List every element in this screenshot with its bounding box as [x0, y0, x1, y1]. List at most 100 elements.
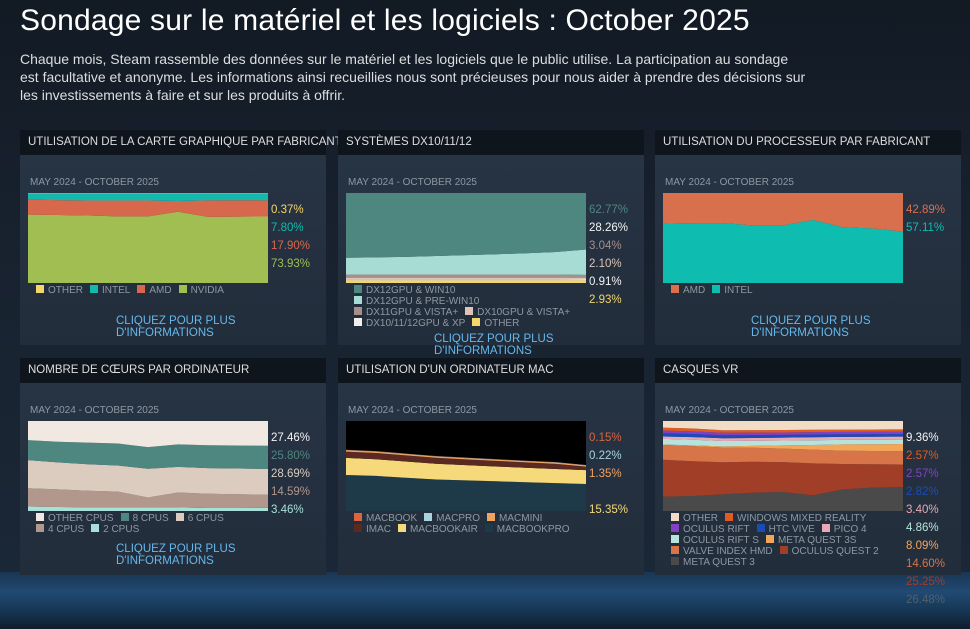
area-4-cpus — [28, 488, 268, 508]
legend-item: NVIDIA — [178, 285, 224, 296]
panel-title: CASQUES VR — [655, 358, 961, 383]
area-dx12gpu-win10 — [346, 193, 586, 258]
legend: DX12GPU & WIN10DX12GPU & PRE-WIN10DX11GP… — [354, 285, 586, 329]
stacked-area-chart — [346, 193, 586, 283]
value-labels: 9.36% 2.57% 2.57% 2.82% 3.40% 4.86% 8.09% 14.60… — [906, 429, 945, 609]
value-label: 42.89% — [906, 204, 946, 216]
legend-label: OCULUS RIFT — [683, 524, 750, 535]
value-label: 28.26% — [589, 222, 629, 234]
legend-swatch — [671, 535, 679, 543]
legend-item: MACBOOKPRO — [484, 524, 570, 535]
legend: OTHER CPUS 8 CPUS 6 CPUS 4 CPUS 2 CPUS — [36, 513, 268, 539]
legend-item: DX10/11/12GPU & XP — [354, 318, 465, 329]
legend-label: MACBOOKAIR — [410, 524, 478, 535]
value-labels: 27.46% 25.80% 28.69% 14.59% 3.46% — [271, 429, 310, 519]
legend-item: MACBOOK — [354, 513, 417, 524]
legend-swatch — [424, 513, 433, 521]
legend-label: OTHER — [484, 318, 520, 329]
value-label: 14.60% — [906, 558, 946, 570]
legend-swatch — [178, 285, 187, 293]
legend-label: VALVE INDEX HMD — [683, 546, 773, 557]
panel-vr-headsets: CASQUES VR MAY 2024 - OCTOBER 2025 9.36%… — [655, 358, 961, 606]
more-info-link[interactable]: CLIQUEZ POUR PLUS D'INFORMATIONS — [751, 315, 903, 339]
legend-swatch — [472, 318, 481, 326]
link-line: D'INFORMATIONS — [116, 327, 214, 339]
bottom-glow — [0, 572, 970, 629]
legend-item: 4 CPUS — [36, 524, 84, 535]
value-label: 62.77% — [589, 204, 629, 216]
area-dx12gpu-pre-win10 — [346, 249, 586, 275]
area-intel — [28, 193, 268, 202]
legend-item: DX10GPU & VISTA+ — [465, 307, 570, 318]
legend-item: MACBOOKAIR — [398, 524, 478, 535]
date-range: MAY 2024 - OCTOBER 2025 — [665, 177, 794, 188]
legend-label: WINDOWS MIXED REALITY — [737, 513, 867, 524]
area-intel — [663, 220, 903, 283]
link-line: CLIQUEZ POUR PLUS — [116, 315, 236, 327]
value-label: 57.11% — [906, 222, 945, 234]
panel-title: NOMBRE DE CŒURS PAR ORDINATEUR — [20, 358, 326, 383]
panel-body: MAY 2024 - OCTOBER 2025 0.37% 7.80% 17.90%… — [20, 155, 326, 345]
legend-item: INTEL — [712, 285, 753, 296]
area-dx10gpu-vista- — [346, 277, 586, 280]
stacked-area-chart — [663, 421, 903, 511]
area-other-cpus — [28, 421, 268, 448]
legend-swatch — [712, 285, 721, 293]
value-labels: 0.37% 7.80% 17.90% 73.93% — [271, 201, 310, 273]
link-line: CLIQUEZ POUR PLUS — [751, 315, 871, 327]
panel-directx: SYSTÈMES DX10/11/12 MAY 2024 - OCTOBER 2… — [338, 130, 644, 357]
area-amd — [28, 199, 268, 217]
legend-and-link: DX12GPU & WIN10DX12GPU & PRE-WIN10DX11GP… — [354, 285, 586, 357]
value-label: 1.35% — [589, 468, 622, 480]
value-label: 28.69% — [271, 468, 311, 480]
more-info-link[interactable]: CLIQUEZ POUR PLUS D'INFORMATIONS — [116, 315, 268, 339]
legend-swatch — [90, 285, 98, 293]
area-imac — [346, 451, 586, 471]
value-label: 3.04% — [589, 240, 622, 252]
more-info-link[interactable]: CLIQUEZ POUR PLUS D'INFORMATIONS — [434, 333, 586, 357]
value-label: 15.35% — [589, 504, 629, 516]
value-label: 25.25% — [906, 576, 946, 588]
legend-swatch — [120, 513, 129, 521]
legend-item: AMD — [137, 285, 172, 296]
date-range: MAY 2024 - OCTOBER 2025 — [30, 177, 159, 188]
area-nvidia — [28, 211, 268, 283]
legend-and-link: MACBOOK MACPRO MACMINI IMAC MACBOOKAIR MACBOO… — [354, 513, 586, 539]
area-amd — [663, 193, 903, 232]
area-2-cpus — [28, 506, 268, 511]
value-label: 7.80% — [271, 222, 304, 234]
legend-label: 2 CPUS — [103, 524, 140, 535]
legend-item: 6 CPUS — [175, 513, 224, 524]
legend-label: AMD — [149, 285, 172, 296]
date-range: MAY 2024 - OCTOBER 2025 — [30, 405, 159, 416]
legend-item: DX12GPU & WIN10 — [354, 285, 455, 296]
legend-label: DX12GPU & PRE-WIN10 — [366, 296, 480, 307]
date-range: MAY 2024 - OCTOBER 2025 — [665, 405, 794, 416]
panel-gpu-vendor: UTILISATION DE LA CARTE GRAPHIQUE PAR FA… — [20, 130, 342, 345]
value-label: 25.80% — [271, 450, 311, 462]
panel-body: MAY 2024 - OCTOBER 2025 42.89% 57.11% AMD… — [655, 155, 961, 345]
legend-item: VALVE INDEX HMD — [671, 546, 773, 557]
area-other — [663, 421, 903, 431]
legend-label: MACPRO — [436, 513, 481, 524]
panel-title: UTILISATION DE LA CARTE GRAPHIQUE PAR FA… — [20, 130, 342, 155]
legend-swatch — [137, 285, 146, 293]
legend-label: META QUEST 3 — [683, 557, 755, 568]
legend-label: IMAC — [366, 524, 391, 535]
panel-body: MAY 2024 - OCTOBER 2025 62.77% 28.26% 3.04… — [338, 155, 644, 357]
legend-swatch — [398, 524, 406, 532]
value-label — [589, 519, 628, 537]
value-label: 73.93% — [271, 258, 311, 270]
value-label: 0.22% — [589, 450, 622, 462]
value-label: 2.82% — [906, 486, 939, 498]
legend-item: OCULUS RIFT — [671, 524, 750, 535]
area-macmini — [346, 450, 586, 467]
legend-swatch — [671, 546, 679, 554]
legend-swatch — [484, 524, 493, 532]
legend-item: PICO 4 — [821, 524, 867, 535]
legend-label: AMD — [683, 285, 706, 296]
more-info-link[interactable]: CLIQUEZ POUR PLUS D'INFORMATIONS — [116, 543, 268, 567]
stacked-area-chart — [28, 193, 268, 283]
legend-label: META QUEST 3S — [777, 535, 857, 546]
legend-item: OCULUS RIFT S — [671, 535, 759, 546]
